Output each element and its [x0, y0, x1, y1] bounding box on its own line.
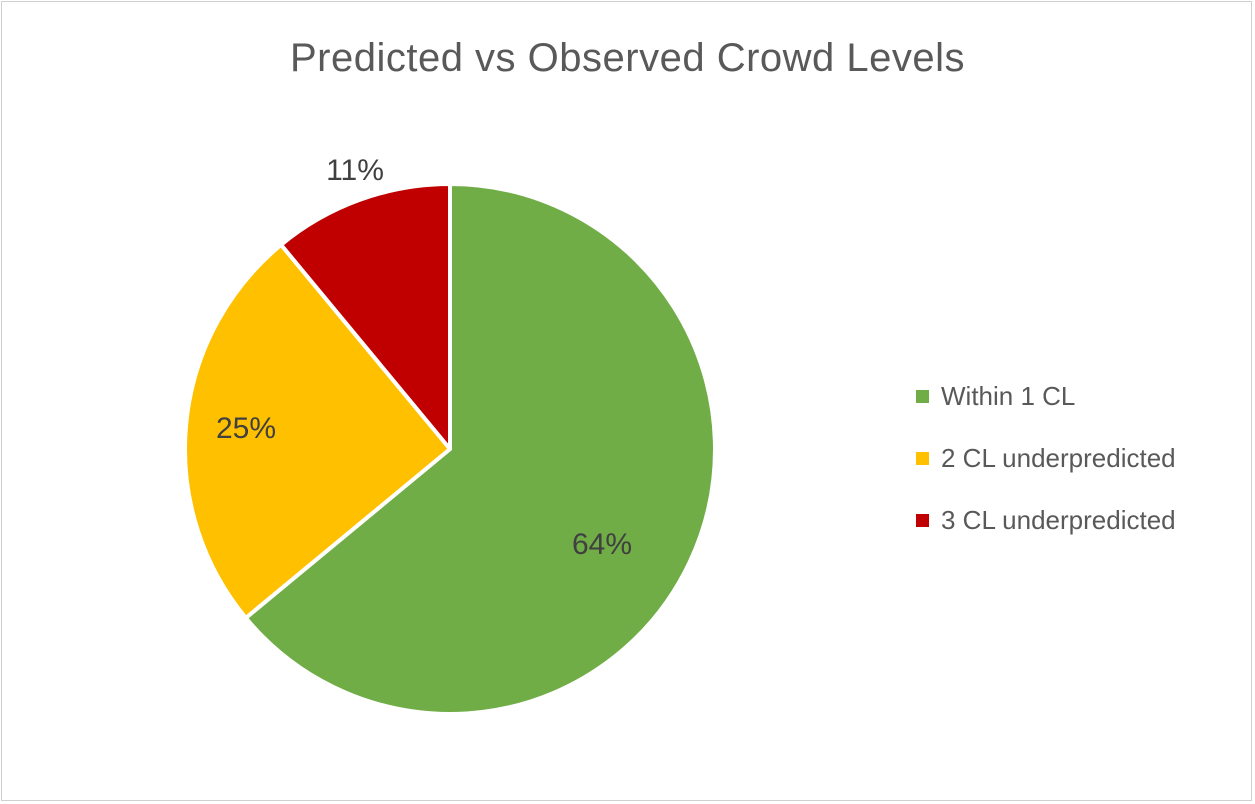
data-label-within-1-cl: 64% — [572, 528, 632, 561]
legend-label-3-cl-underpredicted: 3 CL underpredicted — [941, 504, 1176, 535]
legend-swatch-2-cl-underpredicted — [916, 451, 929, 465]
legend: Within 1 CL 2 CL underpredicted 3 CL und… — [916, 365, 1176, 551]
legend-item-2-cl-underpredicted: 2 CL underpredicted — [916, 427, 1176, 489]
pie-slice-within-1-cl — [243, 182, 717, 716]
chart-title: Predicted vs Observed Crowd Levels — [289, 36, 966, 80]
pie-slice-2-cl-underpredicted — [183, 242, 452, 620]
legend-item-3-cl-underpredicted: 3 CL underpredicted — [916, 489, 1176, 551]
legend-swatch-3-cl-underpredicted — [916, 513, 929, 527]
data-label-2-cl-underpredicted: 25% — [216, 412, 276, 445]
data-label-3-cl-underpredicted: 11% — [326, 154, 384, 187]
legend-label-within-1-cl: Within 1 CL — [941, 380, 1076, 411]
pie-slice-3-cl-underpredicted — [279, 182, 452, 451]
legend-label-2-cl-underpredicted: 2 CL underpredicted — [941, 442, 1176, 473]
legend-swatch-within-1-cl — [916, 389, 929, 403]
legend-item-within-1-cl: Within 1 CL — [916, 365, 1176, 427]
